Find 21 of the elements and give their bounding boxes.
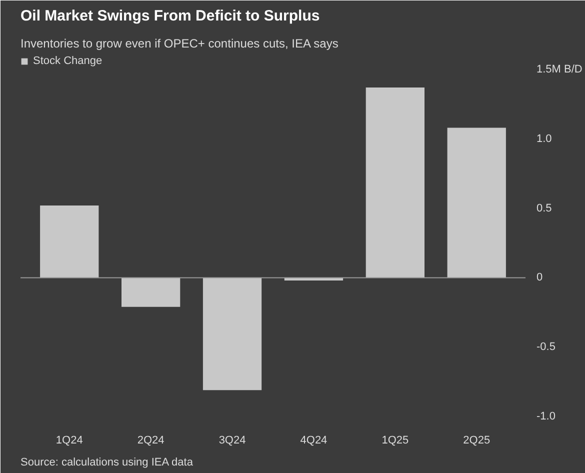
bar xyxy=(447,128,506,278)
x-tick-label: 4Q24 xyxy=(300,434,328,446)
x-tick-label: 1Q25 xyxy=(382,434,409,446)
y-tick-label: 0.5 xyxy=(536,202,552,214)
x-tick-label: 3Q24 xyxy=(218,434,246,446)
bar xyxy=(122,278,180,307)
x-tick-label: 2Q24 xyxy=(137,434,164,446)
y-tick-label: -0.5 xyxy=(536,341,556,354)
bar xyxy=(366,87,424,278)
bar xyxy=(40,205,99,278)
chart-title: Oil Market Swings From Deficit to Surplus xyxy=(20,8,320,24)
source-note: Source: calculations using IEA data xyxy=(20,456,194,468)
x-tick-label: 1Q24 xyxy=(56,434,83,446)
legend-label: Stock Change xyxy=(33,55,102,67)
y-tick-label: -1.0 xyxy=(536,410,556,423)
y-tick-label: 1.0 xyxy=(536,132,552,145)
y-tick-label: 0 xyxy=(536,272,543,284)
x-tick-label: 2Q25 xyxy=(463,434,490,446)
y-tick-label: 1.5M B/D xyxy=(536,63,582,76)
chart-subtitle: Inventories to grow even if OPEC+ continues cuts, IEA says xyxy=(20,36,338,50)
bar xyxy=(202,278,262,390)
